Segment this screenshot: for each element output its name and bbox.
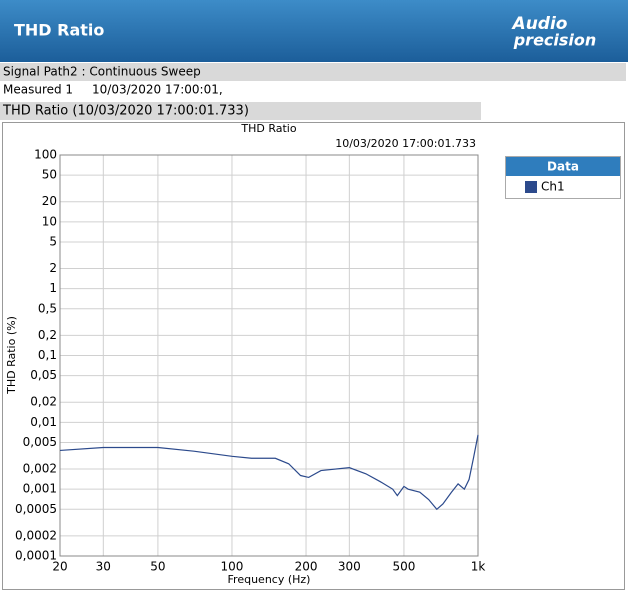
x-tick-label: 20 <box>52 560 67 574</box>
y-tick-label: 0,002 <box>23 462 57 476</box>
section-title: THD Ratio (10/03/2020 17:00:01.733) <box>2 104 249 119</box>
x-tick-label: 300 <box>338 560 361 574</box>
chart-title: THD Ratio <box>240 122 296 135</box>
logo-top: Audio <box>511 14 568 34</box>
y-tick-label: 10 <box>42 214 57 228</box>
y-tick-label: 2 <box>49 261 57 275</box>
header-title: THD Ratio <box>14 21 104 40</box>
y-axis-label: THD Ratio (%) <box>5 316 18 395</box>
signal-path: Signal Path2 : Continuous Sweep <box>3 65 201 79</box>
info-band <box>0 63 626 81</box>
y-tick-label: 0,5 <box>38 301 57 315</box>
x-tick-label: 30 <box>96 560 111 574</box>
y-tick-label: 0,01 <box>30 415 57 429</box>
y-tick-label: 0,1 <box>38 348 57 362</box>
chart-frame <box>2 122 625 590</box>
legend-label: Ch1 <box>541 180 565 194</box>
y-tick-label: 0,0002 <box>15 528 57 542</box>
legend-header <box>506 157 620 176</box>
legend-swatch <box>525 181 537 193</box>
section-band <box>0 102 481 120</box>
y-tick-label: 100 <box>34 148 57 162</box>
y-tick-label: 50 <box>42 168 57 182</box>
x-tick-label: 100 <box>221 560 244 574</box>
x-tick-label: 500 <box>392 560 415 574</box>
y-tick-label: 0,2 <box>38 328 57 342</box>
y-tick-label: 0,05 <box>30 368 57 382</box>
x-axis-label: Frequency (Hz) <box>228 573 311 586</box>
data-line <box>59 434 479 511</box>
y-tick-label: 0,001 <box>23 482 57 496</box>
x-tick-label: 200 <box>295 560 318 574</box>
chart-subtitle: 10/03/2020 17:00:01.733 <box>335 137 476 150</box>
header-bar <box>0 0 628 62</box>
y-tick-label: 0,005 <box>23 435 57 449</box>
measured-time: 10/03/2020 17:00:01, <box>92 83 223 97</box>
x-tick-label: 50 <box>150 560 165 574</box>
y-tick-label: 0,02 <box>30 395 57 409</box>
measured-label: Measured 1 <box>3 83 73 97</box>
y-tick-label: 20 <box>42 194 57 208</box>
plot-border <box>59 154 479 557</box>
y-tick-label: 0,0001 <box>15 549 57 563</box>
y-tick-label: 0,0005 <box>15 502 57 516</box>
y-tick-label: 5 <box>49 234 57 248</box>
y-tick-label: 1 <box>49 281 57 295</box>
x-tick-label: 1k <box>471 560 486 574</box>
logo-bottom: precision <box>513 31 597 50</box>
legend-title: Data <box>547 160 579 174</box>
